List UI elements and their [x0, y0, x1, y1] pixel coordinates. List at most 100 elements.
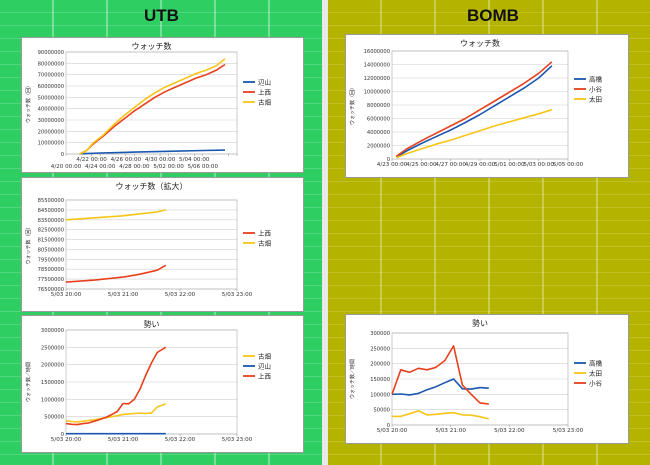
plot-area — [65, 51, 238, 155]
x-tick-label: 4/29 00:00 — [465, 162, 496, 168]
x-tick-label: 5/03 21:00 — [108, 292, 139, 298]
legend-label: 古畑 — [258, 98, 272, 107]
series-line-2 — [79, 63, 226, 155]
x-tick-label: 4/26 00:00 — [111, 157, 142, 163]
y-tick-label: 10000000 — [364, 90, 390, 96]
bomb-heading: BOMB — [467, 6, 519, 25]
x-tick-label: 5/03 20:00 — [377, 428, 408, 434]
legend-label: 古畑 — [258, 239, 272, 248]
utb-heading: UTB — [144, 6, 179, 25]
y-tick-label: 10000000 — [38, 141, 64, 147]
y-tick-label: 83500000 — [38, 218, 64, 224]
y-tick-label: 85500000 — [38, 198, 64, 204]
y-tick-label: 250000 — [370, 346, 390, 352]
y-tick-label: 30000000 — [38, 118, 64, 124]
chart-card-utb-watch: ウォッチ数 0 10000000 20000000 30000000 40000000 50… — [21, 37, 304, 173]
y-axis-label: ウォッチ数／時間 — [25, 362, 32, 402]
y-tick-label: 100000 — [370, 392, 390, 398]
chart-title: 勢い — [144, 319, 160, 329]
y-tick-label: 2000000 — [367, 144, 390, 150]
y-tick-label: 81500000 — [38, 238, 64, 244]
legend-label: 太田 — [589, 95, 602, 104]
y-tick-label: 76500000 — [38, 287, 64, 293]
series-line-1 — [65, 264, 167, 283]
series-line-3 — [79, 58, 226, 155]
y-tick-label: 4000000 — [367, 130, 390, 136]
y-tick-label: 12000000 — [364, 76, 390, 82]
series-line-1 — [79, 149, 226, 155]
y-tick-label: 14000000 — [364, 63, 390, 69]
y-tick-label: 50000 — [373, 408, 390, 414]
x-tick-label: 4/27 00:00 — [435, 162, 466, 168]
y-tick-label: 84500000 — [38, 208, 64, 214]
y-tick-label: 20000000 — [38, 129, 64, 135]
legend-label: 上西 — [258, 229, 272, 238]
x-tick-label: 5/03 22:00 — [494, 428, 525, 434]
y-tick-label: 80500000 — [38, 247, 64, 253]
y-tick-label: 8000000 — [367, 103, 390, 109]
y-tick-label: 77500000 — [38, 277, 64, 283]
chart-card-utb-zoom: ウォッチ数（拡大） 76500000 77500000 78500000 7950000… — [21, 177, 304, 312]
chart-bomb-momentum: 勢い 0 50000 100000 150000 200000 250000 300000 5/… — [349, 318, 603, 434]
x-tick-label: 4/28 00:00 — [119, 164, 150, 170]
legend-label: 太田 — [589, 369, 602, 378]
y-tick-label: 2000000 — [41, 363, 64, 369]
series-line-2 — [392, 410, 489, 420]
y-tick-label: 78500000 — [38, 267, 64, 273]
y-tick-label: 300000 — [370, 331, 390, 337]
y-tick-label: 0 — [61, 432, 64, 438]
chart-utb-zoom: ウォッチ数（拡大） 76500000 77500000 78500000 7950000… — [25, 181, 272, 298]
legend-label: 上西 — [258, 372, 272, 381]
chart-card-bomb-watch: ウォッチ数 0 2000000 4000000 6000000 8000000 100000… — [345, 34, 629, 178]
x-tick-label: 5/03 20:00 — [51, 437, 82, 443]
y-tick-label: 3000000 — [41, 328, 64, 334]
y-tick-label: 1000000 — [41, 397, 64, 403]
y-tick-label: 150000 — [370, 377, 390, 383]
chart-title: ウォッチ数 — [132, 41, 172, 51]
series-line-2 — [395, 61, 553, 157]
chart-bomb-watch: ウォッチ数 0 2000000 4000000 6000000 8000000 100000… — [349, 38, 603, 168]
x-tick-label: 4/23 00:00 — [377, 162, 408, 168]
chart-title: ウォッチ数（拡大） — [116, 181, 188, 191]
y-tick-label: 82500000 — [38, 228, 64, 234]
series-line-2 — [65, 209, 166, 221]
x-tick-label: 5/03 21:00 — [435, 428, 466, 434]
plot-area — [391, 332, 569, 426]
series-line-3 — [65, 346, 167, 426]
x-tick-label: 5/03 23:00 — [553, 428, 584, 434]
legend-label: 高橋 — [589, 359, 603, 368]
series-line-3 — [391, 345, 489, 405]
legend-label: 高橋 — [589, 75, 603, 84]
y-tick-label: 60000000 — [38, 84, 64, 90]
legend-label: 辺山 — [258, 78, 271, 87]
chart-title: ウォッチ数 — [460, 38, 500, 48]
x-tick-label: 5/02 00:00 — [153, 164, 184, 170]
y-tick-label: 0 — [387, 423, 390, 429]
y-tick-label: 0 — [61, 152, 64, 158]
y-tick-label: 80000000 — [38, 61, 64, 67]
series-line-1 — [391, 378, 489, 396]
series-line-1 — [395, 65, 553, 158]
y-tick-label: 40000000 — [38, 107, 64, 113]
x-tick-label: 5/03 23:00 — [222, 292, 253, 298]
x-tick-label: 4/30 00:00 — [145, 157, 176, 163]
chart-card-bomb-momentum: 勢い 0 50000 100000 150000 200000 250000 300000 5/… — [345, 314, 629, 444]
plot-area — [65, 199, 238, 290]
legend-label: 古畑 — [258, 352, 272, 361]
x-tick-label: 5/03 21:00 — [108, 437, 139, 443]
legend-label: 小谷 — [589, 379, 603, 388]
y-tick-label: 70000000 — [38, 73, 64, 79]
legend-label: 辺山 — [258, 362, 271, 371]
x-tick-label: 4/22 00:00 — [76, 157, 107, 163]
x-tick-label: 5/06 00:00 — [188, 164, 219, 170]
x-tick-label: 5/03 22:00 — [165, 437, 196, 443]
y-tick-label: 200000 — [370, 362, 390, 368]
y-axis-label: ウォッチ数（回） — [349, 85, 356, 125]
y-axis-label: ウォッチ数（回） — [25, 83, 32, 123]
y-tick-label: 16000000 — [364, 49, 390, 55]
chart-utb-watch: ウォッチ数 0 10000000 20000000 30000000 40000000 50… — [25, 41, 272, 170]
y-tick-label: 79500000 — [38, 257, 64, 263]
x-tick-label: 4/20 00:00 — [51, 164, 82, 170]
x-tick-label: 5/04 00:00 — [179, 157, 210, 163]
panel-divider — [322, 0, 328, 465]
